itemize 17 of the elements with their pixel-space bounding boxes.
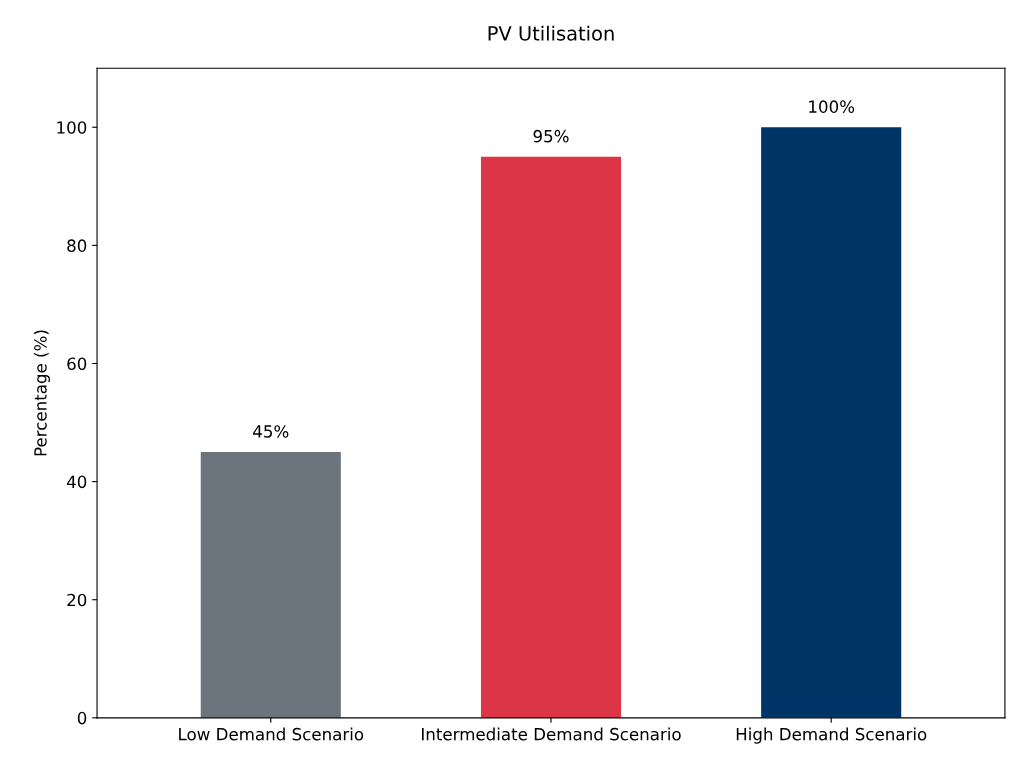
bar (200, 452, 341, 718)
y-tick-label: 60 (67, 357, 87, 371)
data-label: 45% (253, 425, 289, 438)
x-tick-label: Low Demand Scenario (179, 727, 364, 741)
bar (480, 156, 622, 718)
data-label: 95% (533, 129, 569, 143)
y-tick-label: 0 (77, 711, 87, 725)
x-tick-label: High Demand Scenario (736, 727, 927, 744)
y-axis-title: Percentage (%) (33, 330, 50, 456)
y-tick-label: 80 (67, 239, 87, 252)
chart-title: PV Utilisation (488, 25, 614, 41)
data-label: 100% (809, 100, 855, 113)
y-tick-label: 100 (57, 121, 87, 134)
y-tick-label: 40 (66, 475, 87, 489)
y-tick-label: 20 (67, 593, 87, 607)
x-tick-label: Intermediate Demand Scenario (422, 727, 681, 741)
bar (761, 127, 902, 718)
